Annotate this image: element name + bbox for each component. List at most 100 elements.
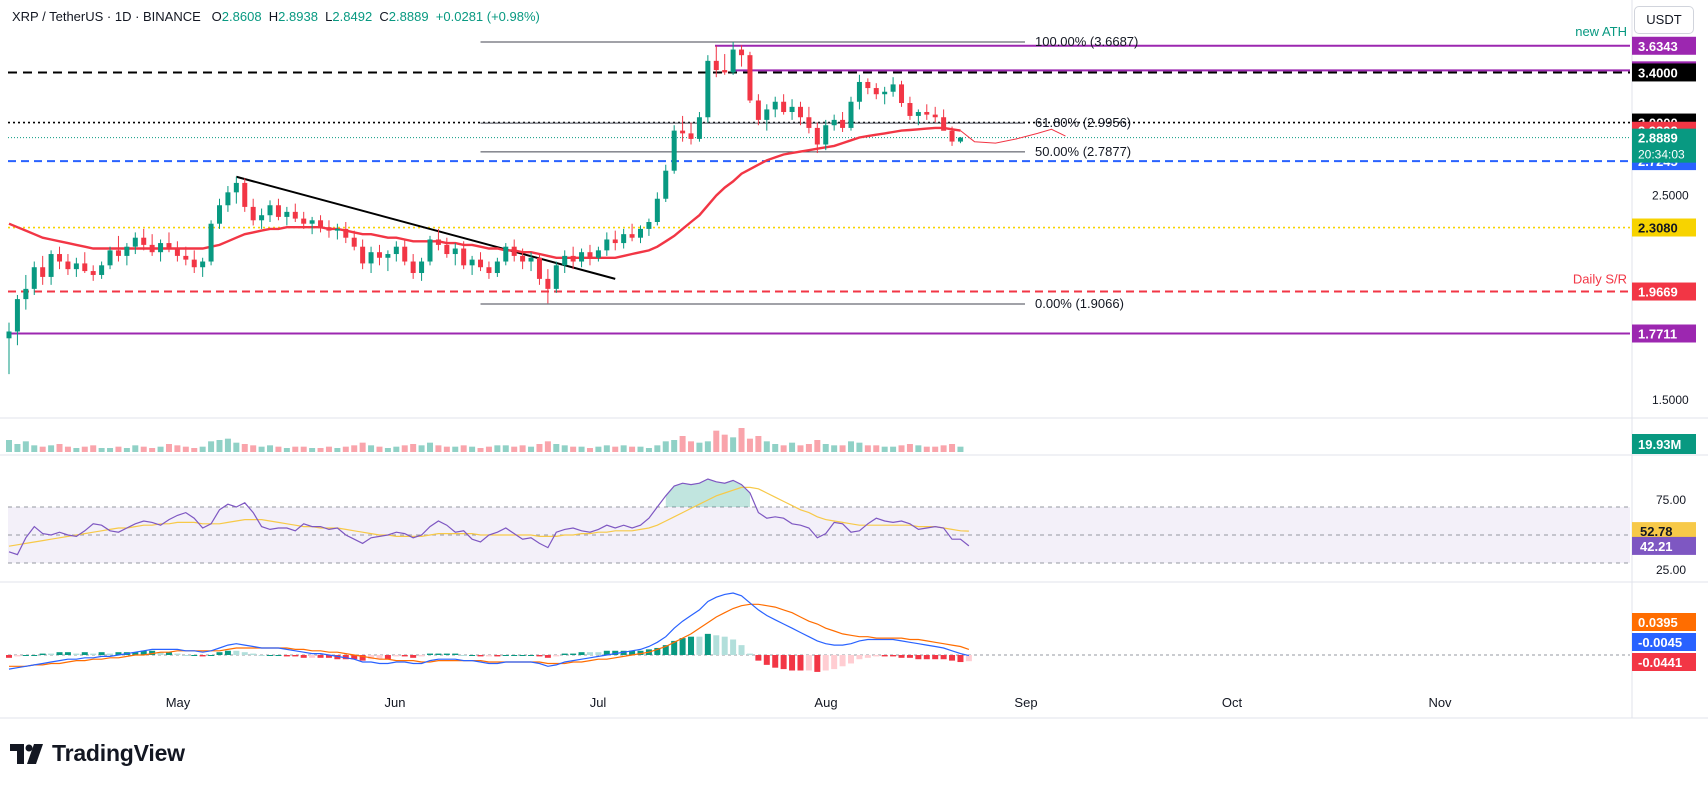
- candle: [797, 101, 803, 126]
- candle: [275, 198, 281, 221]
- candle-body: [680, 130, 686, 134]
- candle: [208, 220, 214, 266]
- volume-bar: [241, 444, 248, 452]
- candle-body: [671, 130, 677, 171]
- macd-histogram-bar: [216, 652, 223, 655]
- candle-body: [545, 278, 551, 289]
- macd-histogram-bar: [14, 655, 21, 657]
- brand[interactable]: TradingView: [10, 740, 185, 767]
- macd-histogram-bar: [22, 655, 29, 656]
- rsi-signal-tag: [1632, 522, 1696, 541]
- candle: [82, 252, 88, 274]
- macd-histogram-bar: [763, 655, 770, 665]
- volume-bar: [839, 445, 846, 452]
- volume-bar: [224, 438, 231, 452]
- candle: [166, 232, 172, 253]
- volume-bar: [940, 445, 947, 452]
- macd-histogram-bar: [713, 635, 720, 655]
- candle: [73, 257, 79, 277]
- macd-histogram-bar: [519, 655, 526, 656]
- candle-body: [587, 252, 593, 258]
- volume-bar: [359, 442, 366, 452]
- candle-body: [621, 234, 627, 244]
- macd-line: [8, 592, 970, 670]
- rsi-label: 42.21: [1640, 539, 1673, 554]
- macd-histogram-bar: [679, 638, 686, 655]
- macd-histogram-bar: [460, 655, 467, 656]
- candle: [149, 234, 155, 256]
- candle: [739, 45, 745, 67]
- volume-bar: [90, 445, 97, 452]
- volume-bar: [157, 446, 164, 452]
- macd-histogram-bar: [368, 655, 375, 660]
- candle-body: [309, 220, 315, 224]
- candle-body: [233, 182, 239, 193]
- macd-histogram-bar: [738, 645, 745, 655]
- volume-bar: [149, 448, 156, 452]
- rsi-tag: [1632, 536, 1696, 555]
- candle-body: [713, 60, 719, 71]
- macd-histogram-bar: [822, 655, 829, 671]
- candle: [318, 215, 324, 233]
- currency-button[interactable]: USDT: [1634, 6, 1694, 34]
- candle-body: [899, 84, 905, 104]
- volume-bar: [233, 442, 240, 452]
- candle-body: [722, 70, 728, 73]
- candle: [949, 126, 955, 146]
- macd-histogram-bar: [797, 655, 804, 671]
- level-price-tag: [1632, 324, 1696, 343]
- macd-histogram-bar: [856, 655, 863, 660]
- symbol-title[interactable]: XRP / TetherUS · 1D · BINANCE: [12, 9, 201, 24]
- macd-histogram-bar: [898, 655, 905, 658]
- volume-bar: [325, 446, 332, 452]
- macd-histogram-bar: [637, 650, 644, 655]
- candle: [469, 255, 475, 275]
- macd-histogram-bar: [949, 655, 956, 661]
- macd-histogram-bar: [671, 640, 678, 655]
- candle-body: [191, 259, 197, 268]
- macd-histogram-bar: [831, 655, 838, 670]
- volume-bar: [494, 445, 501, 452]
- volume-bar: [848, 441, 854, 452]
- volume-bar: [31, 445, 38, 452]
- candle-body: [730, 49, 736, 73]
- candle: [604, 232, 610, 256]
- volume-bar: [671, 440, 678, 452]
- macd-histogram-bar: [300, 655, 307, 658]
- time-axis-label: Oct: [1222, 695, 1243, 710]
- volume-bar: [342, 446, 349, 452]
- time-axis-label: Jul: [590, 695, 607, 710]
- volume-bar: [586, 448, 593, 452]
- time-axis-label: Jun: [385, 695, 406, 710]
- candle-body: [183, 255, 189, 260]
- candle-body: [755, 100, 761, 120]
- level-price-label: 3.4000: [1638, 65, 1678, 80]
- candle: [23, 274, 29, 310]
- candle-body: [553, 265, 559, 289]
- candle: [612, 230, 618, 251]
- candle: [14, 294, 20, 346]
- candle-body: [334, 228, 340, 231]
- candle-body: [739, 49, 745, 56]
- volume-bar: [814, 440, 821, 452]
- level-price-tag: [1632, 63, 1696, 82]
- volume-bar: [300, 446, 307, 452]
- candle-body: [427, 239, 433, 262]
- volume-bar: [485, 446, 492, 452]
- candle: [225, 186, 231, 212]
- candle: [410, 254, 416, 279]
- candle-body: [520, 255, 526, 262]
- volume-bar: [873, 445, 880, 452]
- macd-histogram-bar: [250, 653, 257, 655]
- volume-bar: [73, 448, 80, 452]
- candle: [393, 241, 399, 262]
- candle-body: [402, 246, 408, 262]
- candle: [301, 211, 307, 229]
- candle: [806, 106, 812, 134]
- candle: [233, 176, 239, 204]
- volume-bar: [898, 445, 905, 452]
- candle: [461, 241, 467, 270]
- macd-histogram-bar: [511, 655, 518, 656]
- high-label: H: [268, 9, 279, 24]
